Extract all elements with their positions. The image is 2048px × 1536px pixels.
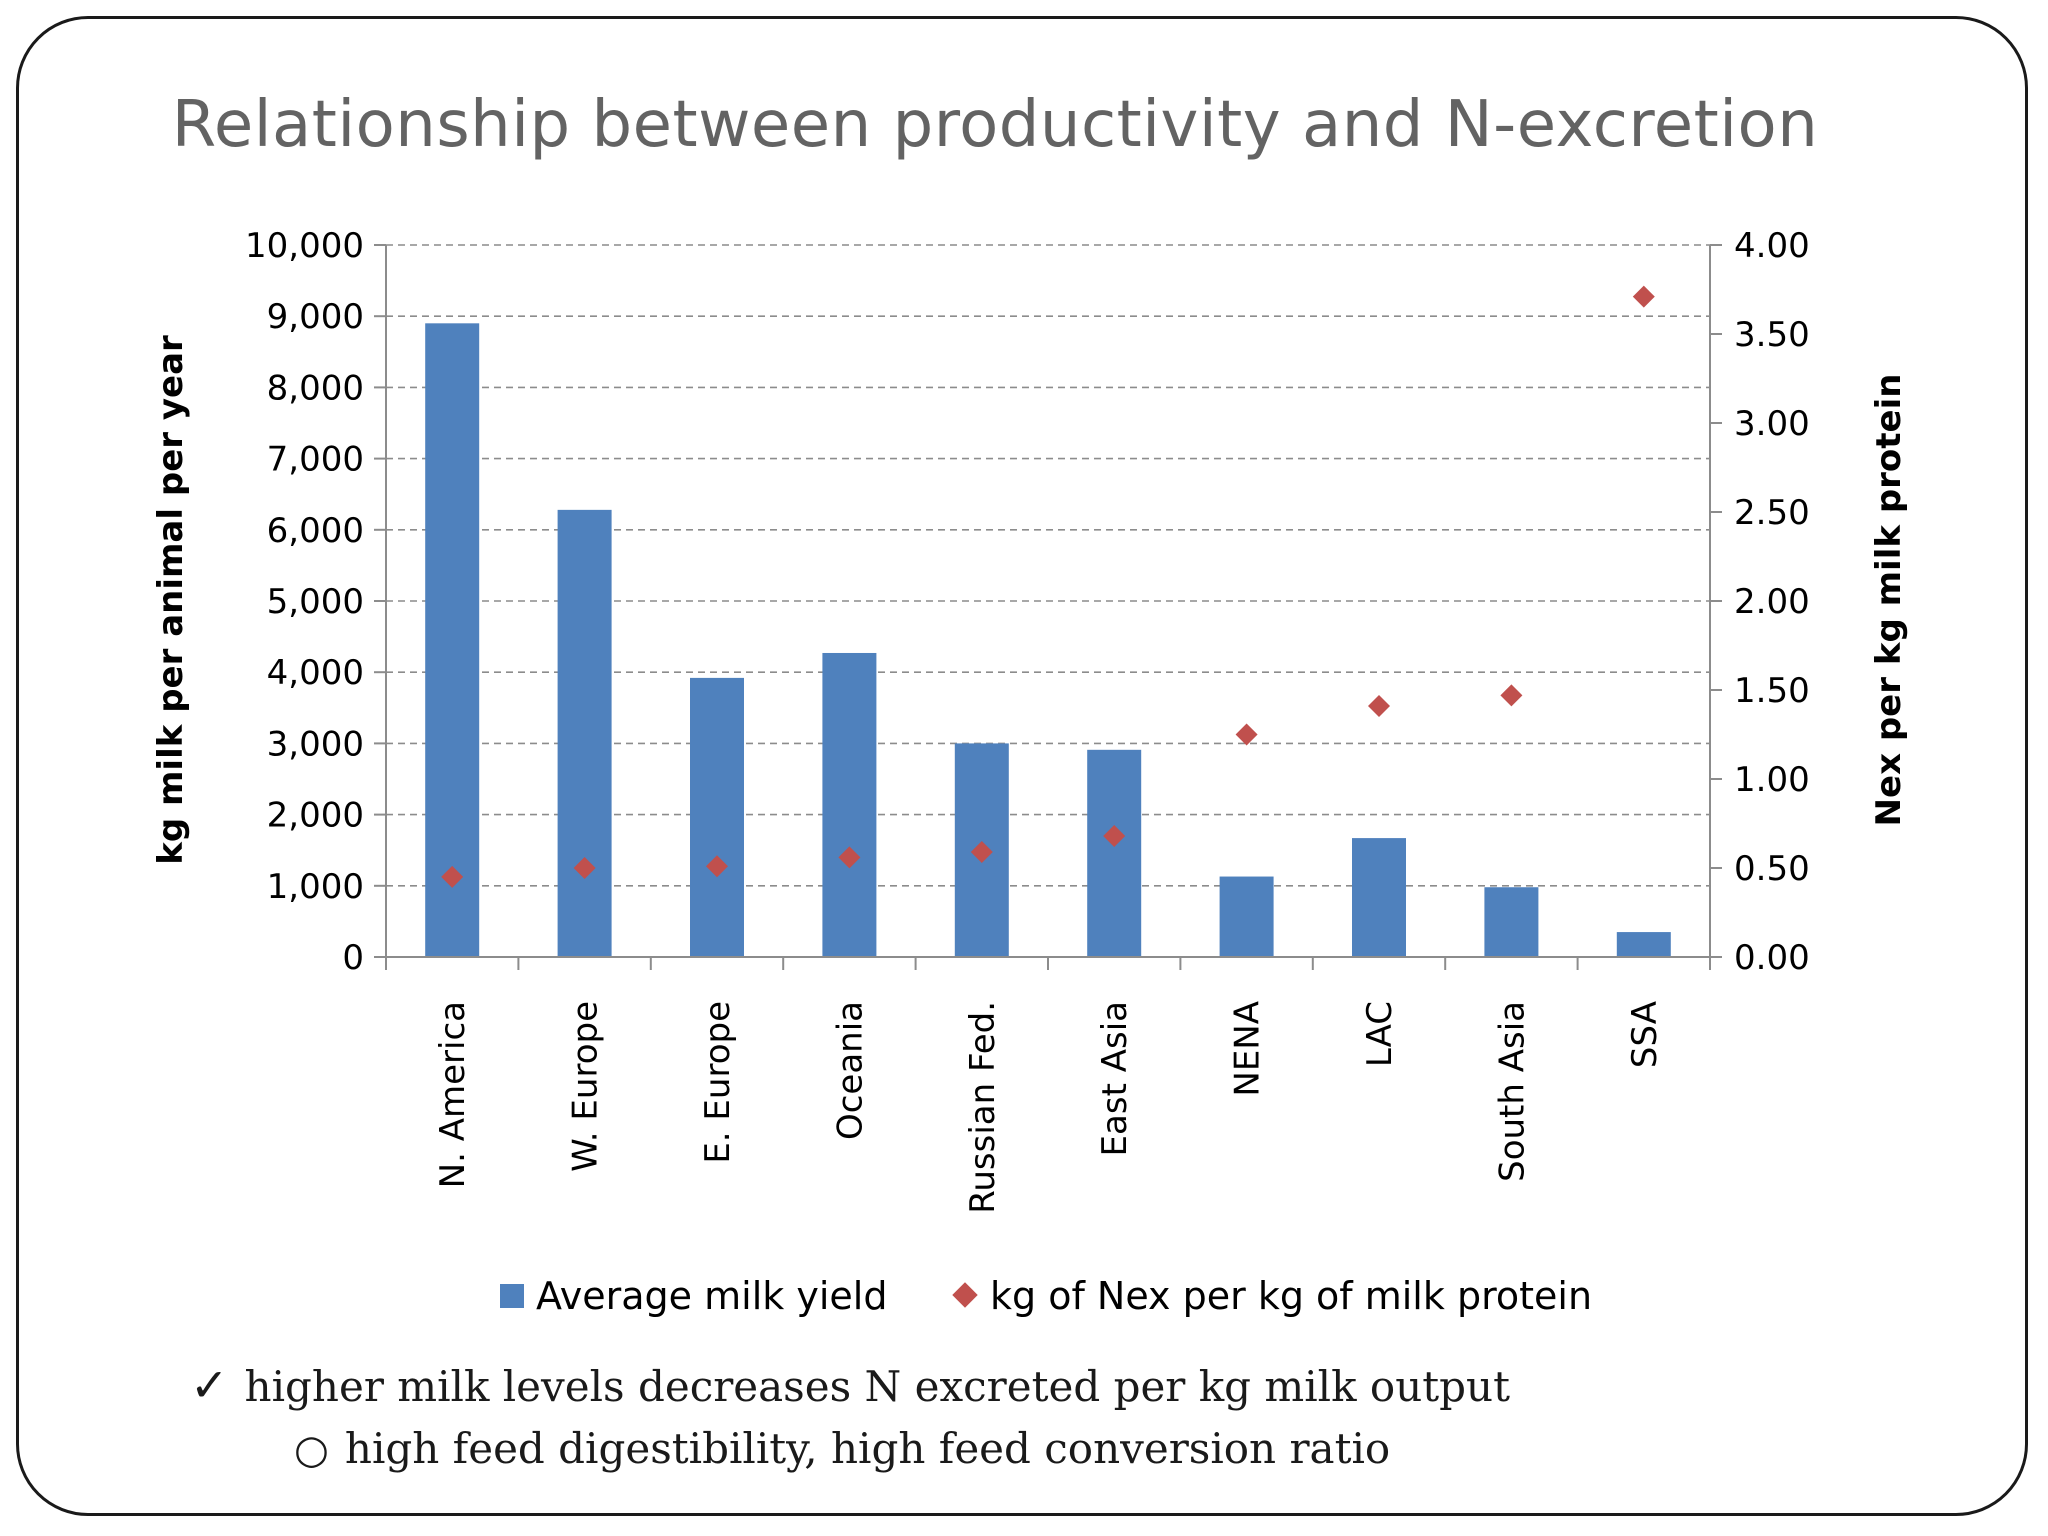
y-tick-label-right: 1.50 [1734,671,1810,711]
y-tick-label-right: 1.00 [1734,760,1810,800]
diamond-marker [1235,723,1258,746]
diamond-marker [573,857,596,879]
diamond-marker [1103,824,1126,847]
slide-title: Relationship between productivity and N-… [171,88,1819,162]
bullet-main: ✓ higher milk levels decreases N excrete… [190,1358,1510,1412]
bar [690,677,744,957]
marker-series [441,285,1655,888]
diamond-marker [706,855,728,878]
bullet-list: ✓ higher milk levels decreases N excrete… [190,1358,1510,1473]
y-tick-label-right: 2.00 [1734,582,1810,622]
y-tick-label-right: 3.50 [1734,315,1810,355]
legend: Average milk yield kg of Nex per kg of m… [500,1274,1592,1318]
diamond-marker [1500,684,1523,707]
y-tick-label-left: 7,000 [267,440,364,480]
y-tick-label-left: 0 [342,938,364,978]
x-category-label: Russian Fed. [963,1001,1003,1214]
bar [425,323,480,957]
y-axis-title-left: kg milk per animal per year [151,335,191,865]
bullet-main-text: higher milk levels decreases N excreted … [244,1362,1510,1411]
x-category-label: East Asia [1095,1001,1135,1156]
bar-series [425,323,1671,957]
y-tick-label-right: 0.50 [1734,849,1810,889]
bar [557,509,612,957]
hollow-circle-bullet-icon: ○ [294,1427,329,1473]
bar [1219,876,1274,957]
legend-diamond-swatch [952,1282,978,1308]
bar [1616,932,1671,957]
bar [822,652,877,957]
y-tick-label-left: 3,000 [267,724,364,764]
x-category-label: NENA [1228,1001,1268,1097]
slide-frame [16,16,2028,1516]
category-labels: N. America W. Europe E. Europe Oceania Russi… [433,1001,1665,1214]
checkmark-icon: ✓ [190,1358,229,1412]
bar [1087,749,1142,957]
y-tick-label-right: 4.00 [1734,226,1810,266]
y-axis-title-right: Nex per kg milk protein [1869,374,1909,827]
y-tick-label-left: 6,000 [267,511,364,551]
legend-label-marker: kg of Nex per kg of milk protein [990,1274,1592,1318]
y-tick-label-right: 3.00 [1734,404,1810,444]
diamond-marker [838,846,861,869]
x-category-label: LAC [1360,1001,1400,1067]
left-tick-labels: 0 1,000 2,000 3,000 4,000 5,000 6,000 7,000 8,00… [245,226,364,978]
y-tick-label-right: 0.00 [1734,938,1810,978]
legend-label-bar: Average milk yield [536,1274,887,1318]
x-category-label: E. Europe [698,1001,738,1164]
x-category-label: N. America [433,1001,473,1188]
axes [374,244,1722,970]
y-tick-label-left: 8,000 [267,368,364,408]
diamond-marker [441,865,464,888]
y-tick-label-right: 2.50 [1734,493,1810,533]
right-tick-labels: 0.00 0.50 1.00 1.50 2.00 2.50 3.00 3.50 4.00 [1734,226,1810,978]
x-category-label: SSA [1625,1001,1665,1068]
legend-bar-swatch [500,1284,524,1308]
y-tick-label-left: 1,000 [267,867,364,907]
bar [1352,838,1406,957]
bullet-sub-text: high feed digestibility, high feed conve… [344,1424,1391,1473]
y-tick-label-left: 2,000 [267,796,364,836]
bar [1484,887,1539,957]
y-tick-label-left: 4,000 [267,653,364,693]
diamond-marker [970,840,993,863]
x-category-label: South Asia [1492,1001,1532,1182]
bullet-sub: ○ high feed digestibility, high feed con… [294,1424,1510,1473]
y-tick-label-left: 5,000 [267,582,364,622]
x-category-label: W. Europe [566,1001,606,1172]
y-tick-label-left: 10,000 [245,226,364,266]
y-tick-label-left: 9,000 [267,297,364,337]
diamond-marker [1368,695,1390,718]
diamond-marker [1632,285,1655,308]
x-category-label: Oceania [830,1001,870,1140]
